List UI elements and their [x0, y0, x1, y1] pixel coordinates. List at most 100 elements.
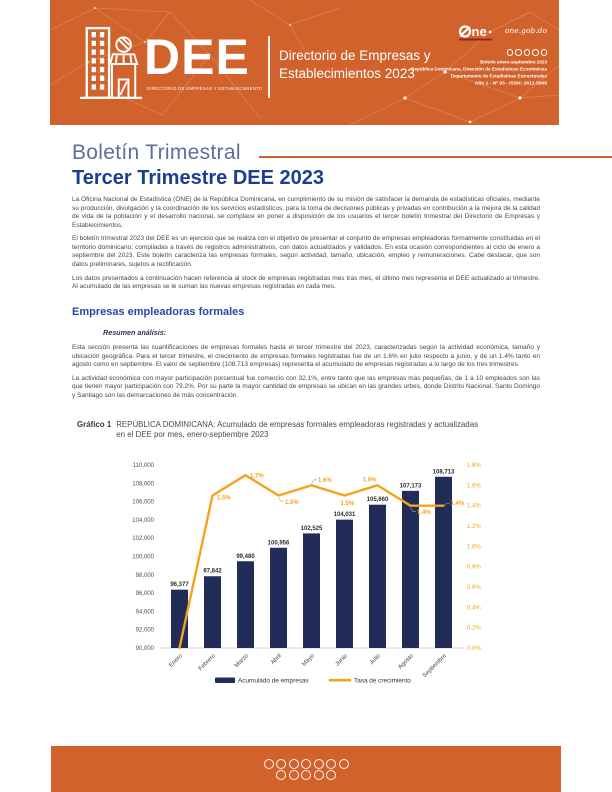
section-paragraph-2: La actividad económica con mayor partici… [72, 374, 540, 399]
svg-text:94,000: 94,000 [136, 609, 155, 615]
svg-text:Acumulado de empresas: Acumulado de empresas [238, 678, 309, 685]
circle-icon [338, 758, 349, 769]
chart-caption: Gráfico 1 REPÚBLICA DOMINICANA: Acumulad… [77, 420, 517, 441]
circle-icon [326, 769, 336, 780]
svg-text:1.4%: 1.4% [417, 510, 431, 516]
bulletin-kicker: Boletín Trimestral [72, 141, 241, 164]
svg-text:0.6%: 0.6% [467, 585, 481, 591]
svg-text:Septiembre: Septiembre [422, 653, 448, 679]
edition-meta-line2: República Dominicana, Dirección de Estad… [411, 65, 547, 71]
circle-icon [263, 758, 274, 769]
svg-text:Junio: Junio [335, 653, 350, 668]
circle-icon [326, 758, 336, 769]
circle-icon [288, 769, 299, 780]
svg-text:Marzo: Marzo [234, 653, 250, 669]
footer-circles-row1 [263, 758, 349, 769]
svg-text:0.0%: 0.0% [467, 646, 481, 652]
svg-text:1.5%: 1.5% [285, 500, 299, 506]
svg-text:1.4%: 1.4% [451, 501, 465, 507]
page-title: Tercer Trimestre DEE 2023 [72, 167, 325, 189]
section-paragraphs: Esta sección presenta las cuantificacion… [72, 344, 540, 405]
svg-text:102,525: 102,525 [301, 526, 323, 532]
svg-text:Agosto: Agosto [397, 653, 415, 671]
svg-text:96,377: 96,377 [170, 582, 189, 588]
circle-icon [301, 769, 311, 780]
product-title: Directorio de Empresas y Establecimiento… [279, 47, 431, 82]
section-subheading: Resumen análisis: [103, 328, 167, 337]
svg-text:Julio: Julio [369, 653, 382, 666]
svg-text:102,000: 102,000 [132, 536, 154, 542]
one-institution-block: ne one.gob.do Boletín enero-septiembre 2… [327, 24, 547, 116]
svg-text:96,000: 96,000 [136, 591, 155, 597]
edition-meta-line1: Boletín enero-septiembre 2023 [480, 59, 547, 64]
dee-buildings-icon [79, 23, 143, 108]
svg-text:0.4%: 0.4% [467, 605, 481, 611]
svg-text:110,000: 110,000 [133, 463, 155, 469]
banner-divider [268, 36, 270, 98]
svg-text:Enero: Enero [168, 653, 184, 669]
svg-text:100,000: 100,000 [132, 555, 154, 561]
svg-text:1.2%: 1.2% [467, 524, 481, 530]
svg-text:90,000: 90,000 [136, 646, 155, 652]
svg-text:106,000: 106,000 [132, 500, 154, 506]
svg-text:1.5%: 1.5% [217, 496, 231, 502]
chart-label: Gráfico 1 [77, 420, 112, 429]
social-icons-row [327, 49, 547, 56]
chart-svg: 90,000 92,000 94,000 96,000 98,000 100,000 102… [132, 463, 481, 685]
product-title-line1: Directorio de Empresas y [279, 48, 431, 63]
intro-paragraph-1: La Oficina Nacional de Estadística (ONE)… [72, 196, 540, 229]
svg-text:1.6%: 1.6% [363, 477, 377, 483]
svg-text:107,173: 107,173 [400, 483, 422, 489]
svg-text:Mayo: Mayo [301, 653, 316, 668]
svg-text:1.0%: 1.0% [467, 544, 481, 550]
svg-text:98,000: 98,000 [136, 573, 155, 579]
social-circle-icon [506, 49, 513, 56]
social-circle-icon [532, 49, 539, 56]
circle-icon [313, 769, 324, 780]
svg-text:1.7%: 1.7% [250, 474, 264, 480]
product-title-line2: Establecimientos 2023 [279, 65, 415, 81]
edition-meta: Boletín enero-septiembre 2023 República … [327, 59, 547, 88]
footer-band [51, 746, 561, 792]
intro-paragraph-2: El boletín trimestral 2023 del DEE es un… [72, 235, 540, 269]
edition-issn: Año 1 - Nº 03 - ISSN: 2412-5998 [474, 80, 547, 86]
svg-text:100,956: 100,956 [268, 540, 290, 546]
svg-text:104,000: 104,000 [132, 518, 154, 524]
circle-icon [313, 758, 324, 769]
svg-text:0.8%: 0.8% [467, 565, 481, 571]
svg-text:Abril: Abril [270, 653, 283, 666]
svg-text:0.2%: 0.2% [467, 626, 481, 632]
svg-text:1.6%: 1.6% [467, 483, 481, 489]
one-logo-icon: ne [458, 24, 500, 47]
circle-icon [276, 769, 286, 780]
intro-paragraphs: La Oficina Nacional de Estadística (ONE)… [72, 196, 540, 297]
svg-text:97,842: 97,842 [203, 569, 222, 575]
svg-text:1.4%: 1.4% [467, 504, 481, 510]
header-banner: DEE DIRECTORIO DE EMPRESAS Y ESTABLECIMI… [50, 0, 559, 125]
svg-text:92,000: 92,000 [136, 628, 155, 634]
footer-circles-row2 [276, 769, 336, 780]
social-circle-icon [540, 49, 547, 56]
circle-icon [301, 758, 311, 769]
svg-text:108,000: 108,000 [132, 481, 154, 487]
one-site-text: one.gob.do [505, 26, 547, 35]
edition-meta-line3: Departamento de Estadísticas Estructural… [450, 72, 547, 78]
svg-text:108,713: 108,713 [433, 469, 455, 475]
intro-paragraph-3: Los datos presentados a continuación hac… [72, 274, 540, 291]
dee-acronym: DEE [144, 29, 250, 85]
svg-text:Febrero: Febrero [198, 653, 218, 673]
section-paragraph-1: Esta sección presenta las cuantificacion… [72, 344, 540, 369]
svg-text:104,031: 104,031 [334, 512, 356, 518]
section-heading: Empresas empleadoras formales [72, 306, 245, 318]
circle-icon [276, 758, 286, 769]
svg-text:Tasa de crecimiento: Tasa de crecimiento [354, 678, 411, 685]
svg-text:1.8%: 1.8% [467, 463, 481, 469]
svg-text:ne: ne [472, 24, 487, 39]
social-circle-icon [515, 49, 522, 56]
svg-text:105,660: 105,660 [367, 497, 389, 503]
chart-container: 90,000 92,000 94,000 96,000 98,000 100,000 102… [95, 452, 545, 702]
kicker-rule [259, 156, 612, 158]
svg-text:1.5%: 1.5% [341, 501, 355, 507]
chart-title: REPÚBLICA DOMINICANA: Acumulado de empre… [116, 420, 479, 440]
